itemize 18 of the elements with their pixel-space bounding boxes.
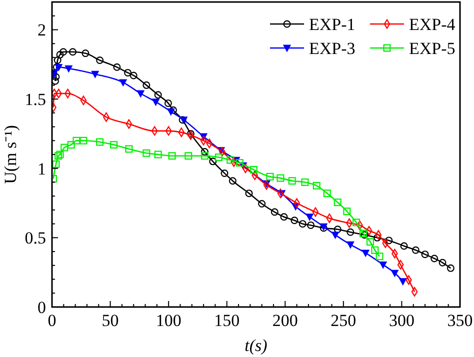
x-tick-label: 300 xyxy=(388,311,414,330)
legend-label: EXP-1 xyxy=(309,15,356,34)
y-axis-title: U(m s⁻¹) xyxy=(1,125,20,184)
y-tick-label: 1.5 xyxy=(24,90,46,110)
y-tick-label: 0 xyxy=(38,298,46,317)
x-tick-label: 150 xyxy=(214,311,240,330)
legend-label: EXP-3 xyxy=(309,39,356,58)
x-axis-title: t(s) xyxy=(244,336,268,355)
y-tick-label: 2 xyxy=(38,20,46,40)
x-tick-label: 100 xyxy=(156,311,182,330)
x-tick-label: 250 xyxy=(330,311,356,330)
x-tick-label: 350 xyxy=(447,311,473,330)
y-tick-label: 0.5 xyxy=(24,228,46,248)
x-tick-label: 50 xyxy=(102,311,119,330)
x-tick-label: 200 xyxy=(272,311,298,330)
legend-label: EXP-5 xyxy=(409,39,456,58)
y-tick-label: 1 xyxy=(38,159,46,178)
legend-label: EXP-4 xyxy=(409,15,456,34)
